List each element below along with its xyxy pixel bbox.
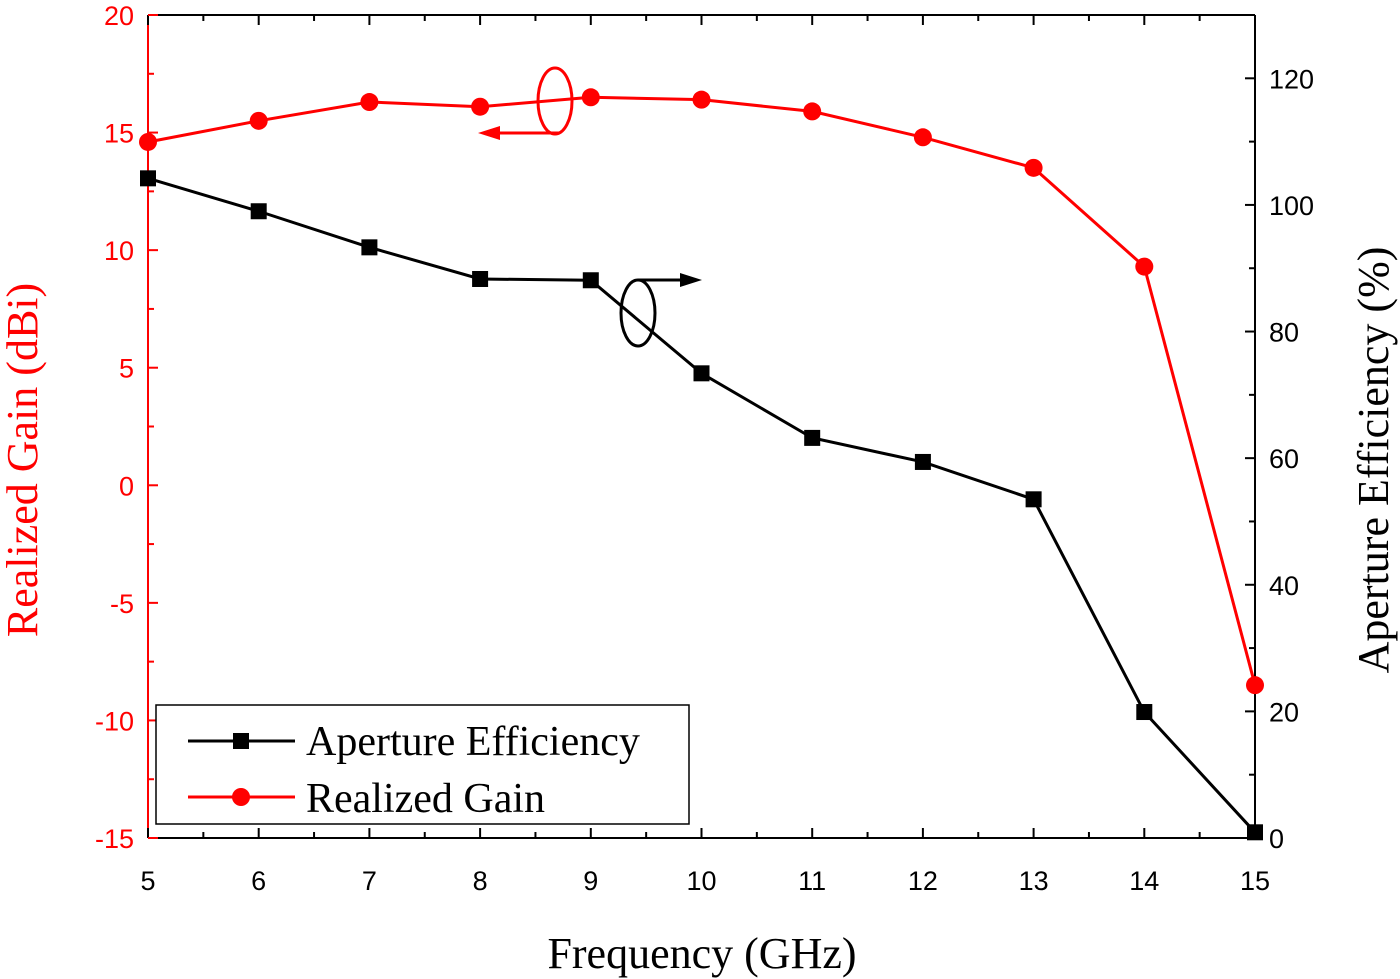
right-y-tick-label: 60 <box>1269 444 1299 474</box>
x-tick-label: 11 <box>798 866 826 896</box>
aperture-efficiency-point <box>1247 824 1263 841</box>
aperture-efficiency-point <box>693 365 710 382</box>
left-y-tick-label: 0 <box>119 471 134 501</box>
realized-gain-point <box>471 97 490 116</box>
x-tick-label: 8 <box>473 866 488 896</box>
left-y-tick-label: -5 <box>110 589 134 619</box>
right-y-tick-label: 80 <box>1269 318 1299 348</box>
realized-gain-point <box>581 88 600 107</box>
right-y-axis-label: Aperture Efficiency (%) <box>1349 247 1398 674</box>
realized-gain-point <box>692 90 711 109</box>
realized-gain-point <box>1135 257 1154 276</box>
aperture-efficiency-point <box>361 239 378 256</box>
aperture-efficiency-point <box>582 272 599 289</box>
x-tick-label: 6 <box>251 866 266 896</box>
left-y-tick-label: 10 <box>104 236 134 266</box>
x-tick-label: 9 <box>583 866 598 896</box>
legend-label-gain: Realized Gain <box>306 776 545 822</box>
aperture-efficiency-point <box>140 170 156 187</box>
x-axis-label: Frequency (GHz) <box>547 929 856 978</box>
aperture-efficiency-point <box>804 429 821 446</box>
legend-marker-efficiency <box>233 733 249 749</box>
realized-gain-point <box>803 102 822 121</box>
right-y-tick-label: 120 <box>1269 64 1314 94</box>
left-y-tick-label: 5 <box>119 354 134 384</box>
realized-gain-line <box>147 95 1257 686</box>
x-tick-label: 13 <box>1019 866 1049 896</box>
legend-label-efficiency: Aperture Efficiency <box>306 719 640 765</box>
gain-arrowhead <box>478 126 500 140</box>
realized-gain-point <box>360 93 379 112</box>
x-tick-label: 14 <box>1129 866 1159 896</box>
right-y-tick-label: 0 <box>1269 824 1284 854</box>
x-tick-label: 15 <box>1240 866 1270 896</box>
right-y-tick-label: 100 <box>1269 191 1314 221</box>
realized-gain-point <box>1024 158 1043 177</box>
realized-gain-point <box>249 111 268 130</box>
efficiency-axis-indicator-ellipse <box>619 278 657 348</box>
left-y-tick-label: -10 <box>95 706 134 736</box>
left-y-tick-label: 20 <box>104 1 134 31</box>
aperture-efficiency-point <box>250 203 267 220</box>
legend: Aperture Efficiency Realized Gain <box>155 704 690 825</box>
left-y-axis-label: Realized Gain (dBi) <box>0 283 47 637</box>
left-y-tick-label: 15 <box>104 119 134 149</box>
left-y-tick-label: -15 <box>95 824 134 854</box>
series-axis-annotations <box>478 66 702 348</box>
aperture-efficiency-point <box>914 453 931 470</box>
x-tick-label: 7 <box>362 866 377 896</box>
right-y-tick-label: 20 <box>1269 697 1299 727</box>
x-tick-label: 10 <box>686 866 716 896</box>
x-tick-label: 12 <box>908 866 938 896</box>
right-y-tick-label: 40 <box>1269 571 1299 601</box>
legend-marker-gain <box>232 788 250 806</box>
efficiency-arrowhead <box>680 273 702 287</box>
aperture-efficiency-point <box>472 270 489 287</box>
realized-gain-point <box>139 132 157 151</box>
aperture-efficiency-point <box>1136 704 1153 721</box>
realized-gain-point <box>913 128 932 147</box>
realized-gain-point <box>1246 676 1264 695</box>
x-tick-label: 5 <box>140 866 155 896</box>
aperture-efficiency-point <box>1025 491 1042 508</box>
